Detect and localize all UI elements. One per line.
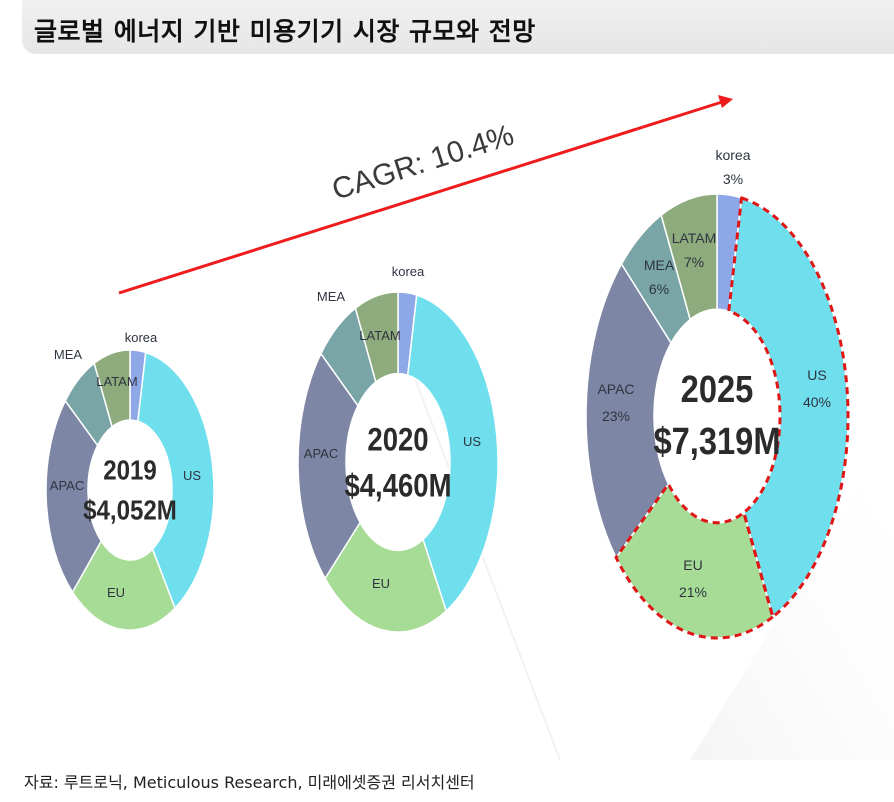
slice-label-2020-mea: MEA <box>317 289 346 304</box>
slice-2020-latam <box>354 291 399 384</box>
slice-label-2019-eu: EU <box>107 585 125 600</box>
slice-2020-apac <box>297 352 361 580</box>
center-year-2020: 2020 <box>367 423 428 458</box>
slice-pct-2025-mea: 6% <box>649 281 669 297</box>
center-year-2025: 2025 <box>681 368 754 411</box>
slice-label-2025-korea: korea <box>715 147 750 163</box>
slice-2020-us <box>406 294 499 613</box>
slice-label-2019-korea: korea <box>125 330 158 345</box>
donut-charts: CAGR: 10.4% korea US EU APAC MEA LATAM 2019 $4,… <box>45 95 894 760</box>
slice-pct-2025-us: 40% <box>803 394 831 410</box>
highlight-2025-us <box>727 196 850 619</box>
slice-2019-latam <box>93 349 131 428</box>
slice-pct-2025-eu: 21% <box>679 584 707 600</box>
donut-2020: korea US EU APAC MEA LATAM 2020 $4,460M <box>297 264 499 633</box>
slice-label-2025-apac: APAC <box>597 381 634 397</box>
slice-pct-2025-latam: 7% <box>684 254 704 270</box>
cagr-arrow-line <box>118 100 723 295</box>
donut-2019: korea US EU APAC MEA LATAM 2019 $4,052M <box>45 330 215 631</box>
slice-label-2019-latam: LATAM <box>96 374 137 389</box>
title-bar <box>22 0 894 54</box>
slice-label-2025-us: US <box>807 367 826 383</box>
center-year-2019: 2019 <box>103 454 157 486</box>
slice-2019-apac <box>45 399 103 594</box>
slice-2025-latam <box>660 193 718 321</box>
slice-label-2020-korea: korea <box>392 264 425 279</box>
slice-2019-us <box>137 351 215 610</box>
center-value-2020: $4,460M <box>344 469 451 504</box>
donut-2025: korea 3% US 40% EU 21% APAC 23% MEA 6% LATAM 7% 2025… <box>585 147 850 640</box>
cagr-arrow-head <box>718 95 733 108</box>
slice-label-2025-latam: LATAM <box>672 230 717 246</box>
slice-label-2020-latam: LATAM <box>359 328 400 343</box>
slice-label-2025-eu: EU <box>683 557 702 573</box>
slice-label-2019-us: US <box>183 468 201 483</box>
slice-2019-eu <box>71 539 176 631</box>
slice-pct-2025-apac: 23% <box>602 408 630 424</box>
cagr-label: CAGR: 10.4% <box>328 119 518 207</box>
slice-label-2020-apac: APAC <box>304 446 338 461</box>
center-value-2019: $4,052M <box>83 494 177 526</box>
center-value-2025: $7,319M <box>653 420 780 463</box>
chart-title: 글로벌 에너지 기반 미용기기 시장 규모와 전망 <box>34 17 536 46</box>
highlight-2025-eu <box>614 482 775 640</box>
slice-label-2020-us: US <box>463 434 481 449</box>
slice-pct-2025-korea: 3% <box>723 171 743 187</box>
source-note: 자료: 루트로닉, Meticulous Research, 미래에셋증권 리서… <box>24 773 475 792</box>
slice-label-2019-apac: APAC <box>50 478 84 493</box>
slice-label-2019-mea: MEA <box>54 347 83 362</box>
slice-2025-apac <box>585 262 672 559</box>
slice-label-2025-mea: MEA <box>644 257 675 273</box>
slice-label-2020-eu: EU <box>372 576 390 591</box>
slice-2020-eu <box>324 521 448 633</box>
